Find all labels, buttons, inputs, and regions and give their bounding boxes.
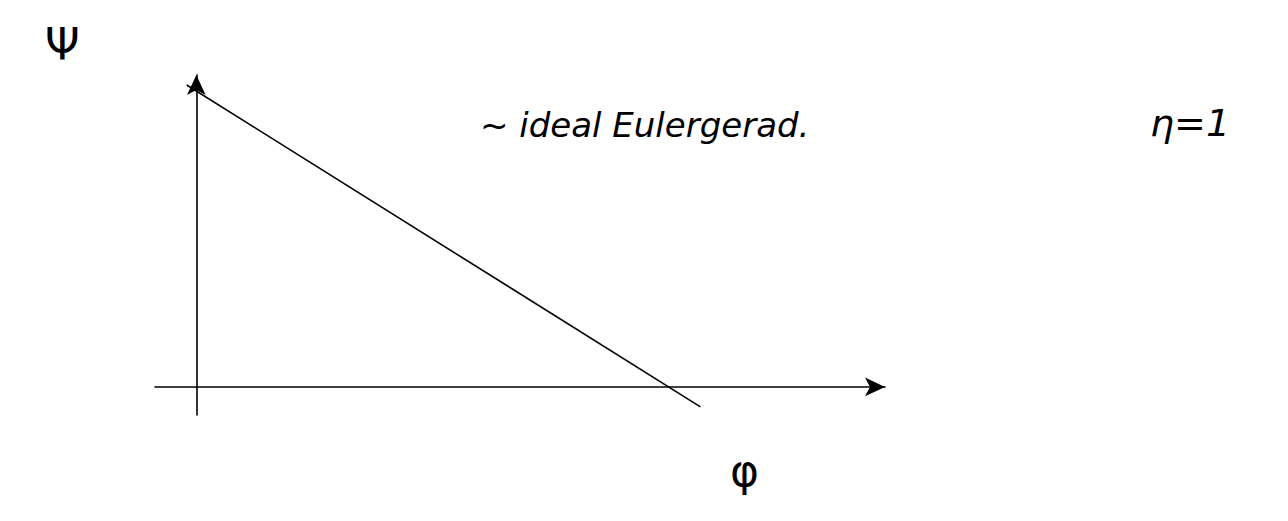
svg-text:η=1: η=1 <box>1150 101 1230 145</box>
svg-text:Ψ: Ψ <box>45 19 80 70</box>
svg-text:φ: φ <box>730 445 759 496</box>
svg-text:~ ideal Eulergerad.: ~ ideal Eulergerad. <box>480 105 809 145</box>
